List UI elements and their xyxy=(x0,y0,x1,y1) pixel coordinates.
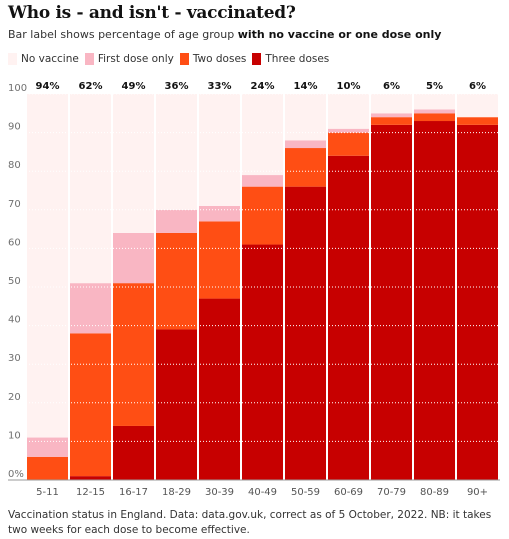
bar-two-doses-70-79 xyxy=(371,117,412,125)
legend-swatch-no-vaccine xyxy=(8,53,17,65)
bar-three-doses-60-69 xyxy=(328,155,369,480)
bar-three-doses-16-17 xyxy=(113,425,154,480)
x-tick-label-60-69: 60-69 xyxy=(334,487,363,498)
bar-no-vaccine-40-49 xyxy=(242,94,283,176)
chart-title: Who is - and isn't - vaccinated? xyxy=(8,3,296,23)
bar-no-vaccine-80-89 xyxy=(414,94,455,110)
x-tick-label-70-79: 70-79 xyxy=(377,487,406,498)
x-tick-label-18-29: 18-29 xyxy=(162,487,191,498)
x-tick-label-50-59: 50-59 xyxy=(291,487,320,498)
bar-label-80-89: 5% xyxy=(426,81,443,92)
bar-no-vaccine-30-39 xyxy=(199,94,240,206)
bar-no-vaccine-50-59 xyxy=(285,94,326,141)
bar-two-doses-40-49 xyxy=(242,186,283,245)
x-tick-label-16-17: 16-17 xyxy=(119,487,148,498)
legend-label-two-doses: Two doses xyxy=(192,53,247,65)
legend-item-no-vaccine: No vaccine xyxy=(8,53,79,65)
bar-three-doses-90+ xyxy=(457,124,498,480)
bar-two-doses-50-59 xyxy=(285,148,326,187)
bar-label-90+: 6% xyxy=(469,81,486,92)
bar-three-doses-80-89 xyxy=(414,121,455,481)
bar-two-doses-30-39 xyxy=(199,221,240,299)
x-tick-label-12-15: 12-15 xyxy=(76,487,105,498)
bar-first-dose-only-16-17 xyxy=(113,232,154,284)
bar-label-12-15: 62% xyxy=(79,81,103,92)
legend-label-no-vaccine: No vaccine xyxy=(21,53,79,65)
legend-swatch-three-doses xyxy=(252,53,262,65)
bar-first-dose-only-30-39 xyxy=(199,205,240,222)
y-tick-label: 60 xyxy=(8,237,21,248)
bar-three-doses-40-49 xyxy=(242,244,283,480)
bar-no-vaccine-5-11 xyxy=(27,94,68,438)
bar-first-dose-only-80-89 xyxy=(414,109,455,114)
x-tick-label-90+: 90+ xyxy=(467,487,488,498)
x-tick-label-80-89: 80-89 xyxy=(420,487,449,498)
bar-label-40-49: 24% xyxy=(251,81,275,92)
legend-item-three-doses: Three doses xyxy=(252,53,329,65)
bar-two-doses-5-11 xyxy=(27,456,68,480)
footnote: Vaccination status in England. Data: dat… xyxy=(8,509,492,536)
bar-label-70-79: 6% xyxy=(383,81,400,92)
bar-two-doses-12-15 xyxy=(70,333,111,477)
bar-first-dose-only-70-79 xyxy=(371,113,412,118)
bar-three-doses-70-79 xyxy=(371,124,412,480)
bar-first-dose-only-60-69 xyxy=(328,128,369,133)
bar-first-dose-only-12-15 xyxy=(70,283,111,334)
bar-label-18-29: 36% xyxy=(165,81,189,92)
legend-item-first-dose: First dose only xyxy=(84,53,174,65)
bar-no-vaccine-70-79 xyxy=(371,94,412,114)
x-tick-label-40-49: 40-49 xyxy=(248,487,277,498)
legend-item-two-doses: Two doses xyxy=(179,53,247,65)
y-tick-label: 90 xyxy=(8,122,21,133)
legend: No vaccine First dose only Two doses Thr… xyxy=(8,53,335,65)
y-tick-label: 70 xyxy=(8,199,21,210)
y-tick-label: 50 xyxy=(8,276,21,287)
bar-two-doses-60-69 xyxy=(328,132,369,156)
bar-first-dose-only-40-49 xyxy=(242,175,283,187)
legend-swatch-first-dose xyxy=(84,53,94,65)
bar-first-dose-only-18-29 xyxy=(156,209,197,233)
bar-no-vaccine-60-69 xyxy=(328,94,369,129)
bar-two-doses-18-29 xyxy=(156,232,197,330)
bar-three-doses-18-29 xyxy=(156,329,197,480)
y-tick-label: 100 xyxy=(8,83,27,94)
bar-chart: 0% 10 20 30 40 50 60 70 80 90 100 94% 5-11 62% 12-15 49… xyxy=(8,81,500,498)
bar-no-vaccine-90+ xyxy=(457,94,498,118)
y-tick-label: 0% xyxy=(8,469,24,480)
bar-three-doses-12-15 xyxy=(70,476,111,480)
bar-two-doses-90+ xyxy=(457,117,498,125)
bar-no-vaccine-12-15 xyxy=(70,94,111,284)
bar-label-30-39: 33% xyxy=(208,81,232,92)
bar-two-doses-16-17 xyxy=(113,283,154,426)
y-tick-label: 80 xyxy=(8,160,21,171)
subtitle-prefix: Bar label shows percentage of age group xyxy=(8,28,238,41)
x-tick-label-5-11: 5-11 xyxy=(36,487,59,498)
bar-three-doses-50-59 xyxy=(285,186,326,480)
y-tick-label: 40 xyxy=(8,315,21,326)
y-tick-label: 30 xyxy=(8,353,21,364)
x-tick-label-30-39: 30-39 xyxy=(205,487,234,498)
bar-first-dose-only-5-11 xyxy=(27,437,68,457)
y-tick-label: 10 xyxy=(8,430,21,441)
bar-three-doses-30-39 xyxy=(199,298,240,480)
bar-label-5-11: 94% xyxy=(36,81,60,92)
bar-first-dose-only-50-59 xyxy=(285,140,326,149)
subtitle-bold: with no vaccine or one dose only xyxy=(237,28,442,41)
legend-swatch-two-doses xyxy=(179,53,189,65)
legend-label-first-dose: First dose only xyxy=(97,53,174,65)
bar-label-50-59: 14% xyxy=(294,81,318,92)
bar-no-vaccine-16-17 xyxy=(113,94,154,233)
bar-no-vaccine-18-29 xyxy=(156,94,197,210)
bar-label-16-17: 49% xyxy=(122,81,146,92)
chart-subtitle: Bar label shows percentage of age group … xyxy=(8,28,441,41)
bar-two-doses-80-89 xyxy=(414,113,455,122)
legend-label-three-doses: Three doses xyxy=(265,53,330,65)
bar-label-60-69: 10% xyxy=(337,81,361,92)
y-tick-label: 20 xyxy=(8,392,21,403)
